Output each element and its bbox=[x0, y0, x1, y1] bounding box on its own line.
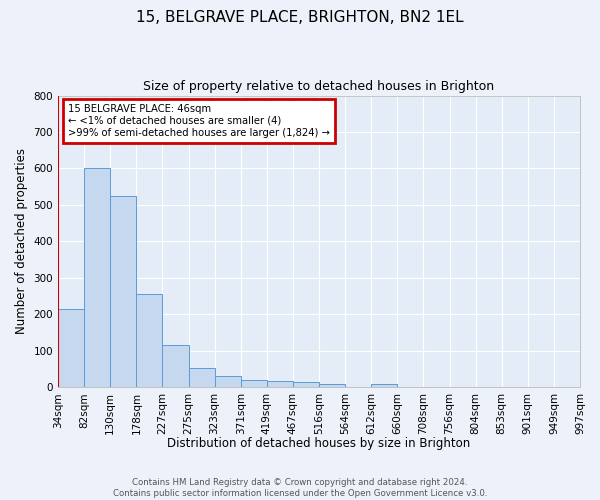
X-axis label: Distribution of detached houses by size in Brighton: Distribution of detached houses by size … bbox=[167, 437, 470, 450]
Bar bbox=[267, 381, 293, 387]
Bar bbox=[188, 368, 215, 387]
Bar bbox=[163, 344, 188, 387]
Bar bbox=[215, 376, 241, 387]
Bar bbox=[293, 382, 319, 387]
Bar bbox=[58, 309, 84, 387]
Y-axis label: Number of detached properties: Number of detached properties bbox=[15, 148, 28, 334]
Title: Size of property relative to detached houses in Brighton: Size of property relative to detached ho… bbox=[143, 80, 494, 93]
Bar bbox=[110, 196, 136, 387]
Bar bbox=[241, 380, 267, 387]
Bar bbox=[319, 384, 345, 387]
Bar bbox=[136, 294, 163, 387]
Bar bbox=[371, 384, 397, 387]
Text: Contains HM Land Registry data © Crown copyright and database right 2024.
Contai: Contains HM Land Registry data © Crown c… bbox=[113, 478, 487, 498]
Bar bbox=[84, 168, 110, 387]
Text: 15, BELGRAVE PLACE, BRIGHTON, BN2 1EL: 15, BELGRAVE PLACE, BRIGHTON, BN2 1EL bbox=[136, 10, 464, 25]
Text: 15 BELGRAVE PLACE: 46sqm
← <1% of detached houses are smaller (4)
>99% of semi-d: 15 BELGRAVE PLACE: 46sqm ← <1% of detach… bbox=[68, 104, 331, 138]
